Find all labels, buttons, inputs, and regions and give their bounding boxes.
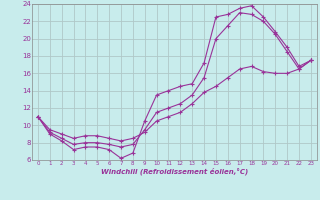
- X-axis label: Windchill (Refroidissement éolien,°C): Windchill (Refroidissement éolien,°C): [101, 167, 248, 175]
